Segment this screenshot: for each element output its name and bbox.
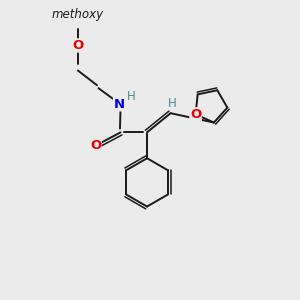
Text: H: H (168, 97, 176, 110)
Text: methoxy: methoxy (52, 8, 104, 21)
Text: H: H (127, 90, 136, 103)
Text: O: O (72, 39, 83, 52)
Text: O: O (190, 108, 201, 121)
Text: N: N (113, 98, 124, 111)
Text: O: O (90, 139, 101, 152)
